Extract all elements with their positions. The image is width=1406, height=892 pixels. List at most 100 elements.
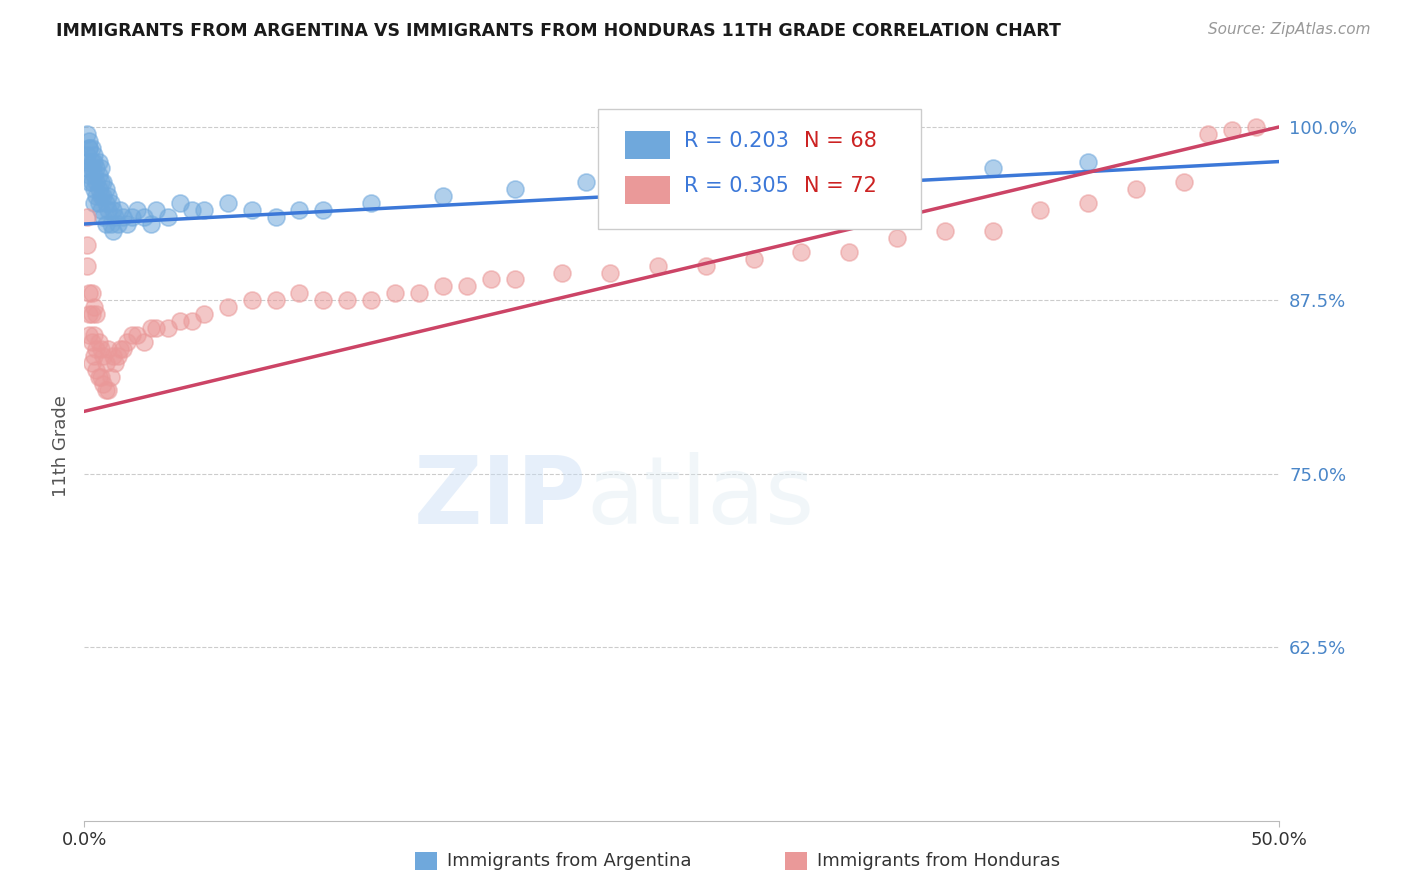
Point — [264, 210, 287, 224]
Point — [80, 141, 103, 155]
Point — [83, 196, 105, 211]
Point — [1244, 120, 1267, 134]
Point — [83, 328, 105, 343]
Point — [1077, 154, 1099, 169]
FancyBboxPatch shape — [415, 852, 437, 870]
Point — [101, 349, 124, 363]
Point — [90, 175, 112, 189]
Point — [169, 196, 191, 211]
Text: Source: ZipAtlas.com: Source: ZipAtlas.com — [1208, 22, 1371, 37]
Point — [77, 141, 100, 155]
Point — [77, 134, 100, 148]
Point — [695, 259, 717, 273]
Text: N = 72: N = 72 — [804, 176, 877, 196]
FancyBboxPatch shape — [785, 852, 807, 870]
FancyBboxPatch shape — [624, 176, 671, 204]
Point — [86, 161, 108, 176]
Point — [93, 189, 115, 203]
Point — [83, 154, 105, 169]
Point — [647, 259, 669, 273]
Point — [575, 175, 598, 189]
Point — [76, 154, 98, 169]
Point — [217, 300, 239, 314]
Text: IMMIGRANTS FROM ARGENTINA VS IMMIGRANTS FROM HONDURAS 11TH GRADE CORRELATION CHA: IMMIGRANTS FROM ARGENTINA VS IMMIGRANTS … — [56, 22, 1062, 40]
Point — [86, 189, 108, 203]
Point — [157, 321, 180, 335]
Point — [80, 154, 103, 169]
Point — [551, 266, 574, 280]
Text: Immigrants from Honduras: Immigrants from Honduras — [817, 852, 1060, 870]
Point — [790, 169, 813, 183]
Point — [80, 334, 103, 349]
Point — [432, 279, 454, 293]
Point — [1173, 175, 1195, 189]
Point — [360, 196, 382, 211]
Point — [169, 314, 191, 328]
Point — [90, 161, 112, 176]
Point — [1077, 196, 1099, 211]
Text: R = 0.203: R = 0.203 — [685, 131, 789, 151]
Point — [240, 203, 263, 218]
Point — [671, 182, 693, 196]
Point — [90, 369, 112, 384]
Point — [94, 182, 117, 196]
Point — [121, 328, 143, 343]
Point — [132, 210, 156, 224]
Point — [104, 356, 127, 370]
Point — [456, 279, 478, 293]
Point — [360, 293, 382, 308]
Point — [181, 203, 204, 218]
Point — [125, 203, 148, 218]
Point — [90, 342, 112, 356]
Point — [101, 224, 124, 238]
FancyBboxPatch shape — [599, 109, 921, 228]
Point — [90, 203, 112, 218]
Point — [97, 342, 120, 356]
Point — [87, 334, 110, 349]
Y-axis label: 11th Grade: 11th Grade — [52, 395, 70, 497]
Point — [77, 286, 100, 301]
Point — [80, 286, 103, 301]
Point — [93, 376, 115, 391]
Point — [83, 182, 105, 196]
Point — [87, 169, 110, 183]
Text: N = 68: N = 68 — [804, 131, 877, 151]
Point — [145, 203, 167, 218]
Point — [76, 237, 98, 252]
Point — [94, 217, 117, 231]
Point — [125, 328, 148, 343]
Point — [83, 349, 105, 363]
Point — [981, 224, 1004, 238]
Point — [1029, 203, 1052, 218]
Text: ZIP: ZIP — [413, 452, 586, 544]
Point — [117, 334, 139, 349]
Point — [240, 293, 263, 308]
Point — [104, 210, 127, 224]
Point — [790, 244, 813, 259]
Point — [80, 307, 103, 321]
Point — [312, 203, 335, 218]
Point — [157, 210, 180, 224]
Point — [1220, 122, 1243, 136]
Point — [77, 169, 100, 183]
Point — [503, 182, 526, 196]
Point — [1125, 182, 1147, 196]
Point — [100, 217, 122, 231]
Point — [93, 175, 115, 189]
Point — [83, 169, 105, 183]
Point — [77, 328, 100, 343]
Point — [838, 244, 860, 259]
Point — [599, 266, 621, 280]
Point — [76, 147, 98, 161]
Point — [432, 189, 454, 203]
Point — [80, 161, 103, 176]
Point — [886, 231, 908, 245]
Point — [111, 342, 134, 356]
Point — [264, 293, 287, 308]
Point — [76, 127, 98, 141]
Point — [93, 210, 115, 224]
Point — [93, 349, 115, 363]
Point — [87, 369, 110, 384]
Point — [80, 356, 103, 370]
Point — [111, 210, 134, 224]
